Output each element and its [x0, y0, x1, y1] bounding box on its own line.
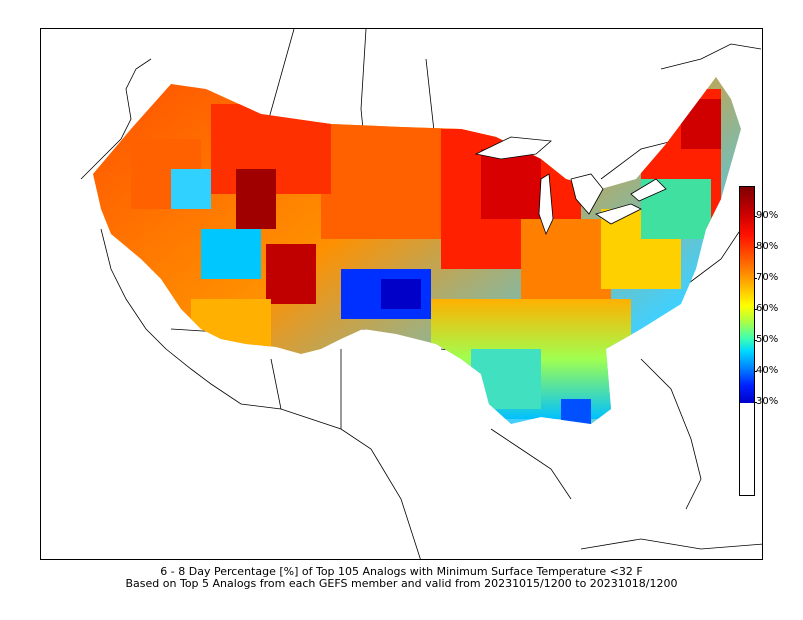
- colorbar-tick-40: 40%: [753, 365, 779, 376]
- colorbar-gradient: [740, 187, 754, 403]
- probability-map: [80, 29, 762, 559]
- colorbar-tick-50: 50%: [753, 334, 779, 345]
- colorbar-tick-90: 90%: [753, 210, 779, 221]
- colorbar-tick-70: 70%: [753, 272, 779, 283]
- map-caption: 6 - 8 Day Percentage [%] of Top 105 Anal…: [0, 566, 803, 590]
- colorbar-tick-80: 80%: [753, 241, 779, 252]
- great-lakes: [474, 136, 667, 236]
- probability-field: [93, 77, 741, 424]
- colorbar-tick-30: 30%: [753, 396, 779, 407]
- colorbar-tick-60: 60%: [753, 303, 779, 314]
- colorbar: [739, 186, 755, 496]
- map-panel: [40, 28, 763, 560]
- caption-line-2: Based on Top 5 Analogs from each GEFS me…: [125, 577, 678, 590]
- caption-line-1: 6 - 8 Day Percentage [%] of Top 105 Anal…: [160, 565, 643, 578]
